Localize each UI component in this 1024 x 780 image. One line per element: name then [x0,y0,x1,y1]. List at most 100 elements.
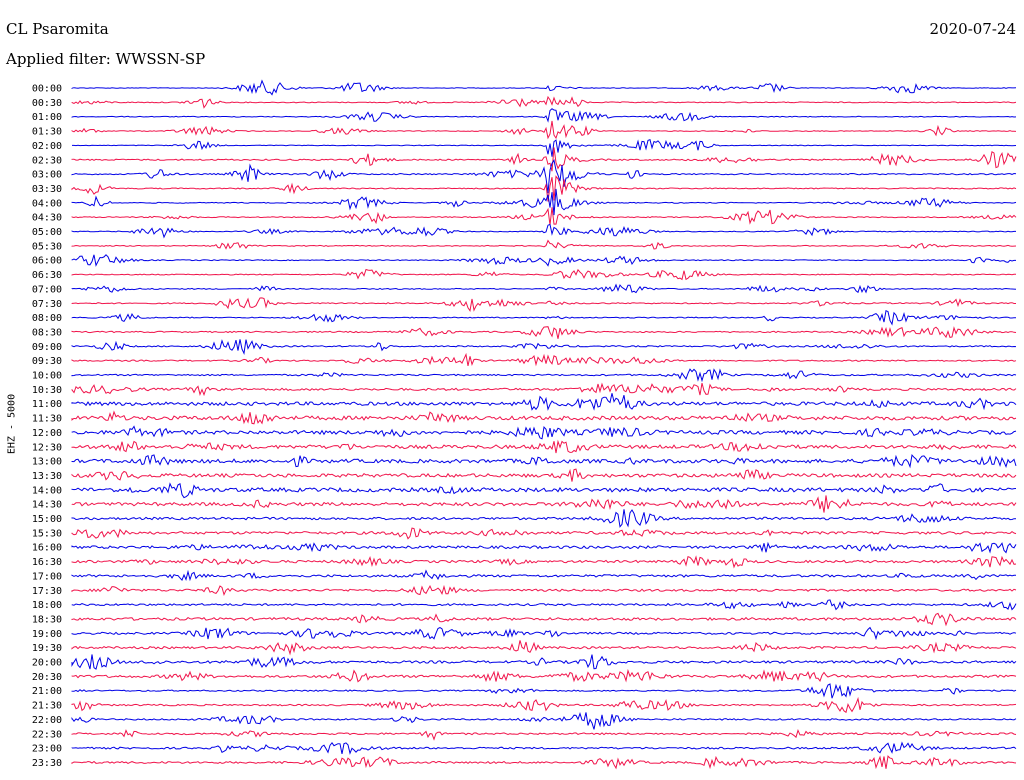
seismic-trace-1130 [71,410,1017,425]
row-time-label: 18:30 [32,614,62,625]
seismic-trace-0030 [71,95,1017,109]
seismic-trace-2300 [71,741,1017,755]
seismic-trace-0130 [71,120,1017,140]
seismic-trace-0730 [71,297,1016,312]
seismic-trace-0100 [71,108,1017,123]
row-time-label: 12:00 [32,428,62,439]
row-time-label: 17:00 [32,571,62,582]
row-time-label: 18:00 [32,600,62,611]
seismic-trace-2130 [71,696,1017,714]
row-time-label: 06:00 [32,256,62,267]
seismic-trace-0400 [71,188,1017,216]
filter-label: Applied filter: WWSSN-SP [6,50,206,68]
seismic-trace-0300 [71,159,1017,194]
row-time-label: 09:30 [32,356,62,367]
seismic-trace-1430 [71,495,1017,513]
seismic-trace-2200 [71,712,1017,730]
seismic-trace-0700 [71,283,1017,294]
seismic-trace-1030 [71,382,1017,397]
time-labels: 00:00 00:30 01:00 01:30 02:00 02:30 03:00 03:30… [32,84,62,769]
seismic-trace-0200 [72,139,1017,157]
seismic-trace-2230 [71,728,1017,741]
row-time-label: 22:30 [32,729,62,740]
seismic-trace-0930 [71,352,1017,367]
row-time-label: 08:30 [32,327,62,338]
seismic-trace-0800 [71,309,1016,326]
row-time-label: 02:30 [32,155,62,166]
row-time-label: 19:00 [32,629,62,640]
row-time-label: 00:00 [32,84,62,95]
station-name: CL Psaromita [6,20,109,38]
row-time-label: 07:30 [32,299,62,310]
row-time-label: 09:00 [32,342,62,353]
seismic-trace-0230 [71,147,1017,172]
seismic-trace-1530 [71,527,1017,540]
seismic-trace-1300 [71,454,1017,469]
seismic-trace-2100 [71,683,1017,699]
seismic-trace-0330 [71,175,1017,202]
row-time-label: 05:30 [32,241,62,252]
seismic-trace-0430 [71,207,1017,226]
seismic-trace-1400 [71,482,1017,499]
seismic-trace-2000 [71,654,1017,670]
record-date: 2020-07-24 [929,20,1016,38]
seismic-trace-0600 [71,254,1016,267]
row-time-label: 21:30 [32,701,62,712]
seismic-trace-0900 [71,339,1017,356]
seismic-trace-1330 [71,468,1017,482]
seismic-trace-0500 [71,223,1016,239]
row-time-label: 15:00 [32,514,62,525]
row-time-label: 20:30 [32,672,62,683]
row-time-label: 01:30 [32,127,62,138]
row-time-label: 11:00 [32,399,62,410]
row-time-label: 16:30 [32,557,62,568]
seismic-trace-2030 [71,668,1017,683]
seismic-trace-0630 [71,268,1016,281]
row-time-label: 12:30 [32,442,62,453]
seismic-trace-1230 [71,439,1017,454]
seismic-trace-0530 [71,239,1017,250]
seismic-trace-1930 [71,640,1017,656]
row-time-label: 15:30 [32,528,62,539]
seismic-trace-1630 [71,555,1017,569]
seismic-trace-1700 [71,569,1017,582]
row-time-label: 14:30 [32,500,62,511]
row-time-label: 14:00 [32,485,62,496]
seismic-trace-1500 [71,509,1017,528]
row-time-label: 10:30 [32,385,62,396]
seismic-trace-1000 [71,368,1017,383]
seismic-trace-2330 [71,755,1017,770]
row-time-label: 08:00 [32,313,62,324]
row-time-label: 03:00 [32,170,62,181]
row-time-label: 22:00 [32,715,62,726]
seismic-trace-1200 [71,425,1017,440]
seismic-trace-0830 [71,326,1017,339]
row-time-label: 21:00 [32,686,62,697]
seismic-trace-0000 [71,79,1017,96]
row-time-label: 04:30 [32,213,62,224]
row-time-label: 23:00 [32,744,62,755]
row-time-label: 17:30 [32,586,62,597]
row-time-label: 23:30 [32,758,62,769]
seismic-trace-1100 [71,393,1017,411]
row-time-label: 00:30 [32,98,62,109]
row-time-label: 16:00 [32,543,62,554]
seismic-trace-1830 [71,612,1017,627]
row-time-label: 13:30 [32,471,62,482]
seismic-trace-1730 [71,584,1017,597]
row-time-label: 01:00 [32,112,62,123]
row-time-label: 05:00 [32,227,62,238]
row-time-label: 07:00 [32,284,62,295]
row-time-label: 10:00 [32,371,62,382]
seismic-traces [71,79,1017,770]
row-time-label: 13:00 [32,457,62,468]
row-time-label: 04:00 [32,198,62,209]
row-time-label: 20:00 [32,658,62,669]
row-time-label: 19:30 [32,643,62,654]
row-time-label: 03:30 [32,184,62,195]
row-time-label: 06:30 [32,270,62,281]
seismic-trace-1900 [71,626,1017,641]
row-time-label: 02:00 [32,141,62,152]
seismic-trace-1800 [71,599,1017,611]
